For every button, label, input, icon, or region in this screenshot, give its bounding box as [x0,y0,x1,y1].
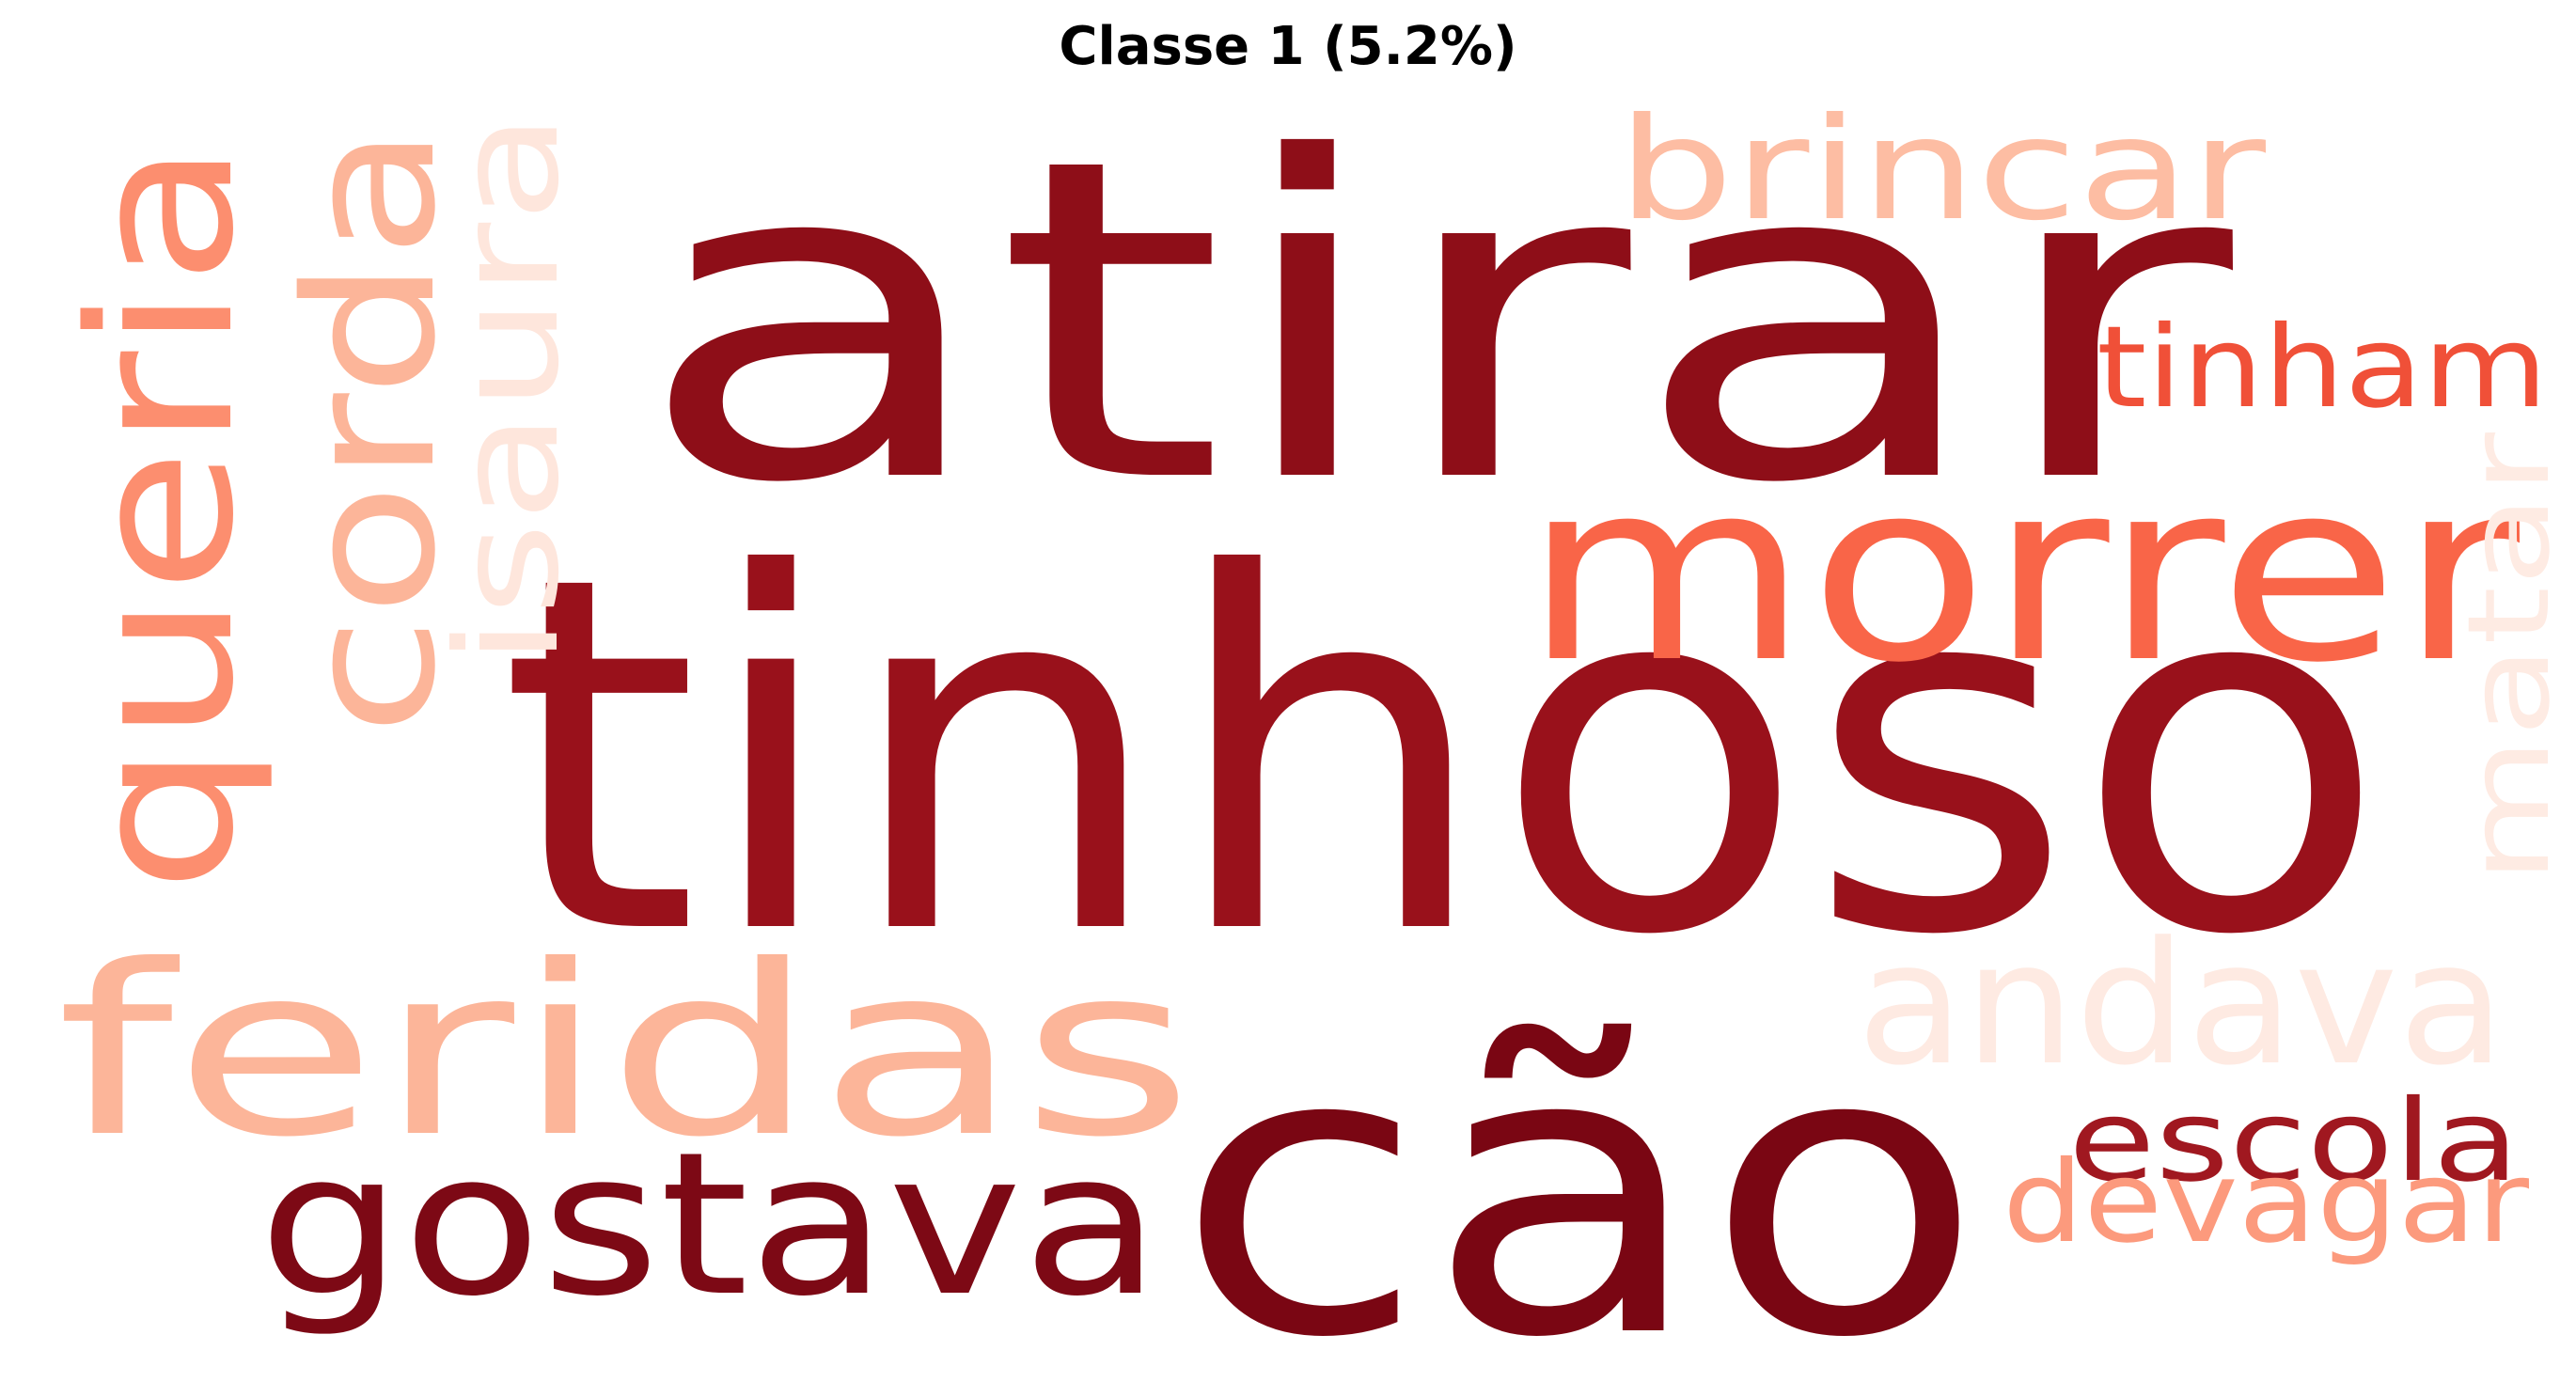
word-cao: cão [1175,965,1984,1382]
chart-title: Classe 1 (5.2%) [1059,16,1517,77]
word-devagar: devagar [2003,1138,2530,1268]
word-andava: andava [1857,906,2505,1103]
word-feridas: feridas [56,915,1194,1188]
word-isaura: isaura [427,112,590,667]
word-tinham: tinham [2097,303,2548,433]
word-atirar: atirar [635,65,2239,579]
word-tinhoso: tinhoso [498,472,2388,1042]
word-morrer: morrer [1523,428,2522,717]
word-matar: matar [2444,432,2575,884]
word-gostava: gostava [259,1109,1161,1340]
word-brincar: brincar [1617,88,2266,252]
word-escola: escola [2068,1076,2520,1207]
word-queria: queria [47,141,277,893]
word-corda: corda [267,125,475,736]
